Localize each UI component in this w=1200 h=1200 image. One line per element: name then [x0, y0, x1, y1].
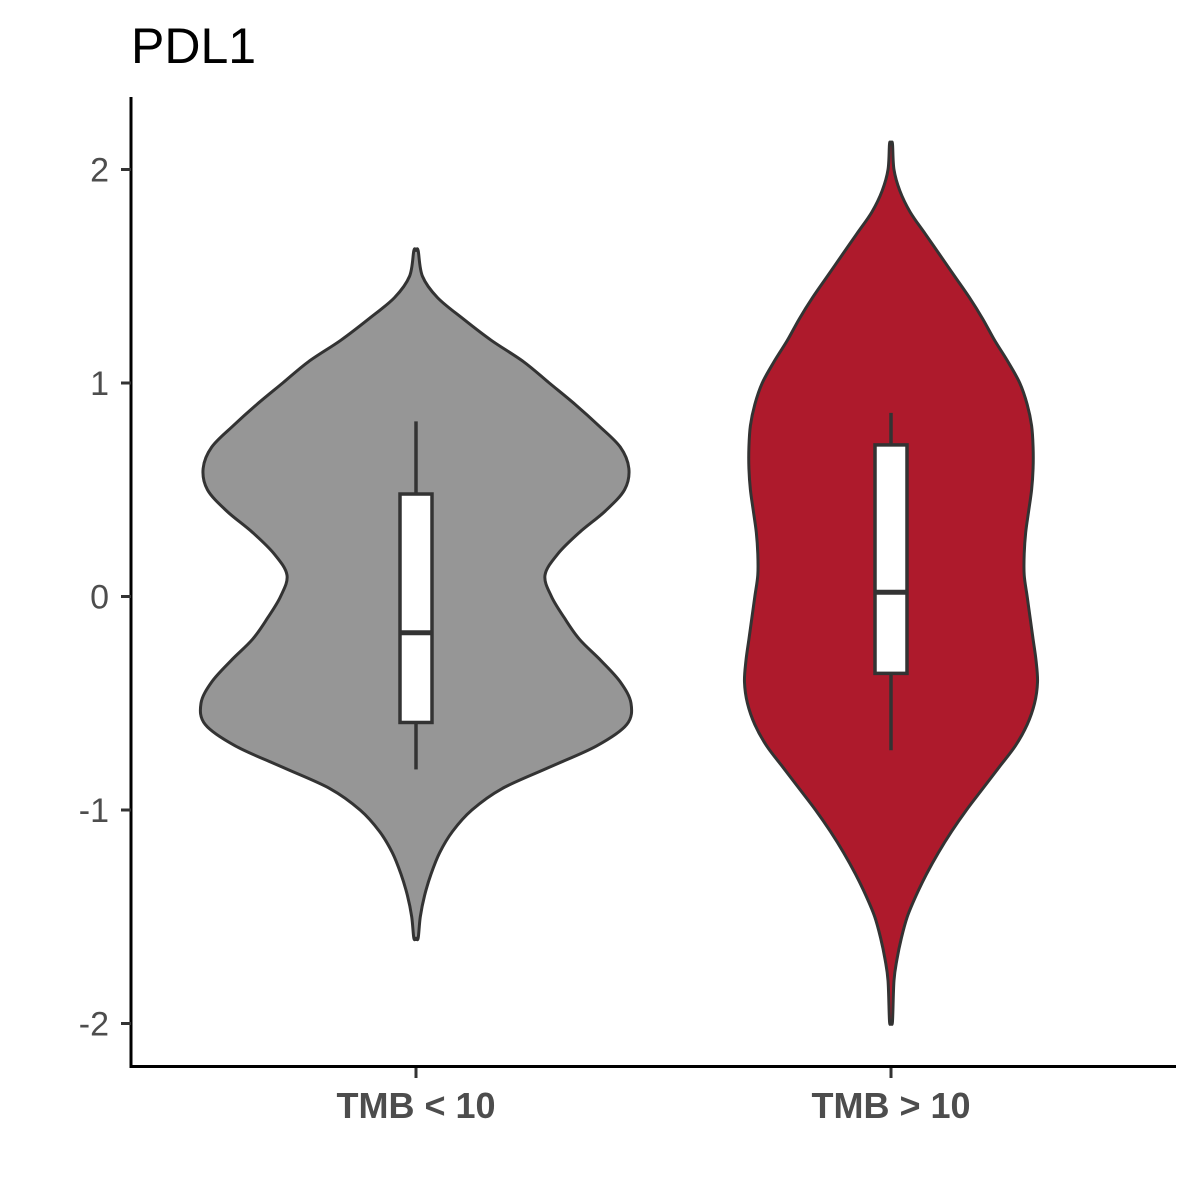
x-tick-label: TMB < 10 [336, 1085, 495, 1126]
y-tick-label: -1 [79, 792, 109, 830]
iqr-box [400, 494, 432, 722]
x-axis-ticks: TMB < 10 TMB > 10 [336, 1068, 970, 1126]
y-tick-label: 2 [90, 152, 109, 190]
y-tick-label: 1 [90, 365, 109, 403]
chart-title: PDL1 [131, 18, 256, 74]
x-tick-label: TMB > 10 [811, 1085, 970, 1126]
iqr-box [875, 445, 907, 673]
violin-layer [200, 142, 1037, 1024]
y-axis-ticks: -2 -1 0 1 2 [79, 152, 131, 1044]
y-tick-label: -2 [79, 1006, 109, 1044]
y-tick-label: 0 [90, 579, 109, 617]
